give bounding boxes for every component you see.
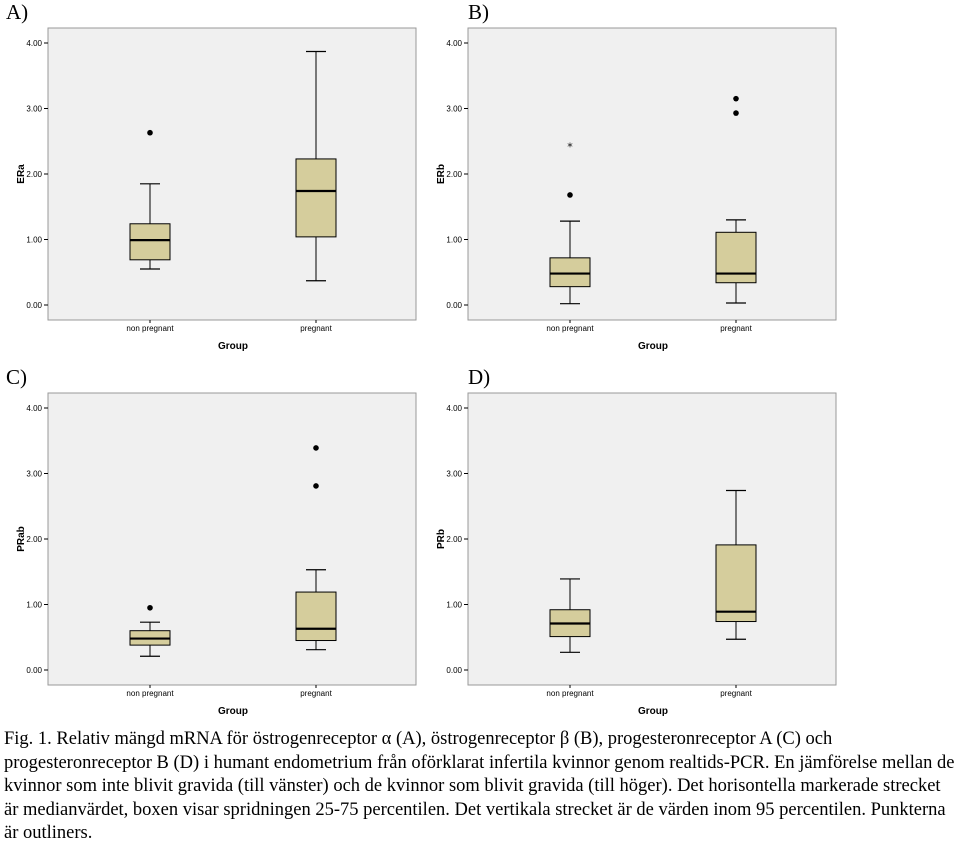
y-tick-label: 2.00	[446, 535, 462, 544]
panel-letter: A)	[6, 0, 28, 24]
x-category-label: non pregnant	[126, 689, 174, 698]
plot-area	[47, 392, 417, 686]
y-axis-title: ERb	[436, 164, 447, 184]
iqr-box	[715, 544, 757, 623]
iqr-box	[715, 231, 757, 284]
y-tick-label: 1.00	[446, 601, 462, 610]
x-axis-title: Group	[218, 341, 248, 352]
x-category-label: non pregnant	[546, 689, 594, 698]
outlier-point	[147, 604, 153, 611]
outlier-point	[313, 483, 319, 489]
x-category-label: pregnant	[300, 324, 332, 333]
y-tick-label: 4.00	[26, 404, 42, 413]
iqr-box	[295, 158, 337, 238]
panel-letter: C)	[6, 365, 27, 389]
outlier-point	[733, 95, 739, 102]
plot-area	[467, 392, 837, 686]
iqr-box	[295, 591, 337, 642]
chart-panel-1: A) 0.00 1.00 2.00 3.00 4.00 ERa non pregnant pre…	[6, 0, 417, 352]
x-axis-title: Group	[218, 706, 248, 717]
x-axis-title: Group	[638, 341, 668, 352]
y-tick-label: 2.00	[446, 170, 462, 179]
y-axis-title: ERa	[16, 164, 27, 184]
x-category-label: non pregnant	[546, 324, 594, 333]
panel-letter: D)	[468, 365, 490, 389]
outlier-point	[567, 192, 573, 198]
x-category-label: pregnant	[300, 689, 332, 698]
y-tick-label: 2.00	[26, 170, 42, 179]
figure-caption: Fig. 1. Relativ mängd mRNA för östrogenr…	[4, 729, 955, 843]
plot-area	[47, 27, 417, 321]
y-tick-label: 3.00	[26, 105, 42, 114]
panel-letter: B)	[468, 0, 489, 24]
x-category-label: pregnant	[720, 689, 752, 698]
iqr-box	[549, 257, 591, 288]
x-category-label: non pregnant	[126, 324, 174, 333]
y-tick-label: 0.00	[446, 666, 462, 675]
y-tick-label: 3.00	[446, 105, 462, 114]
y-tick-label: 4.00	[26, 39, 42, 48]
chart-panel-2: B) 0.00 1.00 2.00 3.00 4.00 ERb non pregnant pre…	[436, 0, 837, 352]
y-tick-label: 0.00	[446, 301, 462, 310]
outlier-point	[147, 129, 153, 136]
y-tick-label: 4.00	[446, 39, 462, 48]
chart-panel-4: D) 0.00 1.00 2.00 3.00 4.00 PRb non pregnant pre…	[436, 365, 837, 717]
y-tick-label: 1.00	[26, 601, 42, 610]
outlier-point	[313, 445, 319, 451]
y-axis-title: PRab	[16, 526, 27, 552]
extreme-point: *	[567, 141, 573, 154]
y-tick-label: 0.00	[26, 666, 42, 675]
y-tick-label: 0.00	[26, 301, 42, 310]
y-tick-label: 1.00	[26, 236, 42, 245]
y-tick-label: 3.00	[26, 470, 42, 479]
y-tick-label: 2.00	[26, 535, 42, 544]
chart-panel-3: C) 0.00 1.00 2.00 3.00 4.00 PRab non pregnant pr…	[6, 365, 417, 717]
y-tick-label: 4.00	[446, 404, 462, 413]
y-axis-title: PRb	[436, 529, 447, 549]
y-tick-label: 1.00	[446, 236, 462, 245]
x-axis-title: Group	[638, 706, 668, 717]
y-tick-label: 3.00	[446, 470, 462, 479]
figure-charts: A) 0.00 1.00 2.00 3.00 4.00 ERa non pregnant pre…	[6, 0, 837, 717]
plot-area	[467, 27, 837, 321]
outlier-point	[733, 110, 739, 116]
x-category-label: pregnant	[720, 324, 752, 333]
iqr-box	[129, 223, 171, 261]
